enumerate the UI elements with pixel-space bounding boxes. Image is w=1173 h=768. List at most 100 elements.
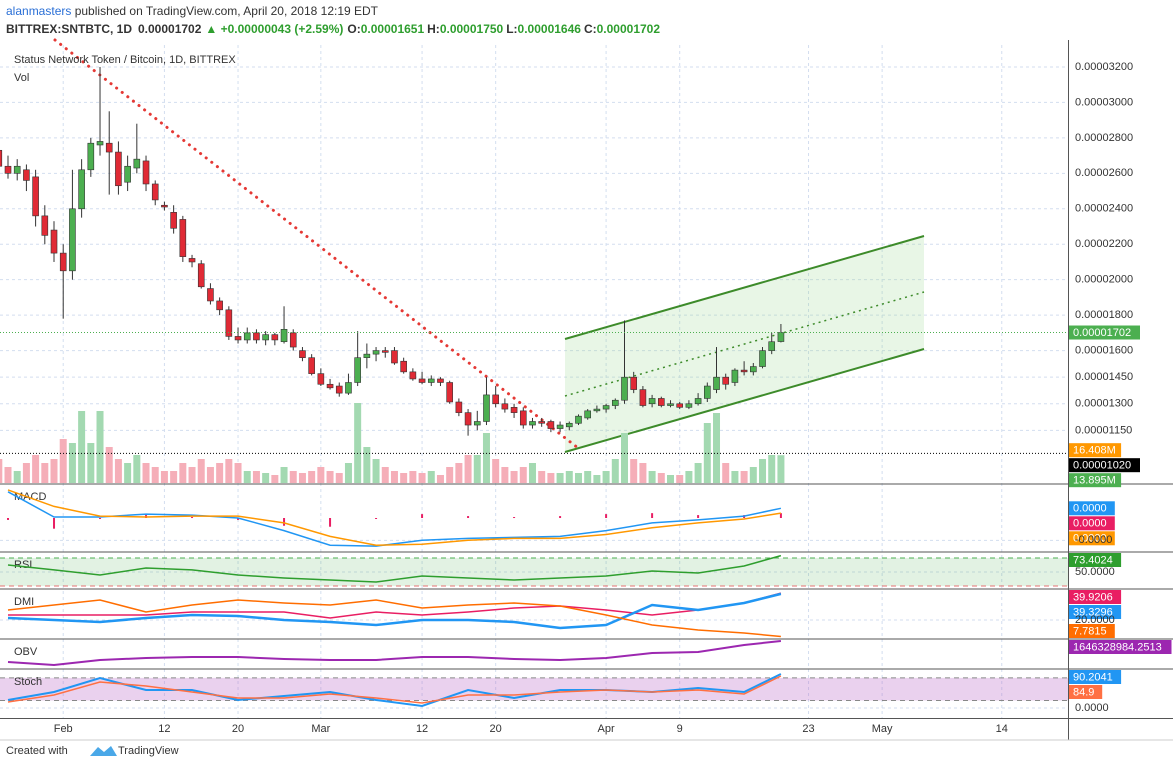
pane: DMI [7,592,782,638]
volume-bar [50,459,58,483]
price: 0.00001702 [138,22,202,36]
volume-bar [400,473,408,483]
candle-body [740,369,748,373]
volume-bar [528,463,536,483]
histogram-bar [697,515,700,518]
price-tag-label: 90.2041 [1073,671,1113,683]
price-tag [1069,325,1140,340]
volume-bar [427,471,435,483]
x-tick-label: 20 [232,723,244,735]
volume-bar [197,459,205,483]
pane-title: DMI [14,596,34,608]
candle-body [308,357,315,374]
x-tick-label: 12 [158,723,170,735]
volume-bar [133,455,141,483]
candle-body [69,208,76,272]
candle-body [32,176,39,217]
candle-body [234,336,242,341]
candle-body [483,394,490,422]
price-tag-label: 16.408M [1073,445,1116,457]
price-tag [1069,473,1122,488]
y-tick-label: 0.00002400 [1075,203,1133,215]
pane-title: RSI [14,559,32,571]
candle-body [473,421,481,426]
volume-bar [124,463,132,483]
candle-body [639,389,647,406]
volume-bar [216,463,224,483]
candle-body [197,263,205,288]
footer: Created with TradingView [6,745,179,757]
price-tag-label: 0.0000 [1073,503,1107,515]
candle-body [593,408,601,412]
candle-body [777,332,785,342]
histogram-bar [191,517,194,519]
candle-body [437,378,444,383]
level-band [0,557,1068,586]
candle-body [538,421,545,424]
x-tick-label: Mar [311,723,330,735]
volume-bar [657,473,665,483]
histogram-bar [237,518,240,520]
volume-bar [620,433,628,483]
volume-bar [749,467,757,483]
chart-title: Status Network Token / Bitcoin, 1D, BITT… [14,54,236,66]
candle-body [464,412,472,426]
volume-title: Vol [14,72,29,84]
volume-bar [538,471,546,483]
series-line [8,592,782,619]
price-tag-label: 73.4024 [1073,554,1113,566]
y-tick-label: 0.00003000 [1075,96,1133,108]
volume-bar [298,473,306,483]
volume-bar [344,463,352,483]
y-tick-label: 0.00001300 [1075,398,1133,410]
volume-bar [713,413,721,483]
y-tick-label: 0.00001150 [1075,424,1132,436]
y-tick-label: 0.00001800 [1075,309,1133,321]
volume-bar [354,403,362,483]
volume-bar [142,463,150,483]
x-tick-label: 9 [677,723,683,735]
candle-body [133,158,141,169]
y-tick-label: 0.00002000 [1075,274,1133,286]
volume-bar [234,463,242,483]
volume-bar [105,447,113,483]
series-line [7,554,782,583]
histogram-bar [53,518,56,529]
candle-body [750,366,757,373]
price-tag [1069,685,1103,699]
volume-bar [160,471,168,483]
price-tag-label: 0.00001702 [1073,327,1131,339]
volume-bar [565,471,573,483]
price-tag [1069,670,1122,684]
price-tag [1069,624,1115,638]
y-tick-label: 0.00001600 [1075,344,1133,356]
y-tick-label: 50.0000 [1075,566,1115,578]
candle-body [722,376,730,385]
price-tag-label: 1646328984.2513 [1073,641,1162,653]
candle-body [124,165,131,183]
price-tag [1069,531,1115,546]
author[interactable]: alanmasters [6,4,71,18]
histogram-bar [651,513,654,518]
volume-bar [280,467,288,483]
brand[interactable]: TradingView [118,745,179,757]
histogram-bar [99,518,102,519]
volume-bar [289,471,297,483]
volume-bar [630,459,638,483]
y-tick-label: 0.00002600 [1075,167,1133,179]
price-tag [1069,443,1122,458]
price-tag [1069,590,1122,604]
logo[interactable] [90,746,117,756]
candle-body [280,329,288,343]
candle-body [731,369,739,383]
histogram-bar [559,516,562,518]
tags: 0.00001702 16.408M 0.00001020 13.895M 0.0000… [1069,325,1172,699]
candle-body [207,288,214,302]
x-tick-label: 23 [802,723,814,735]
histogram-bar [605,514,608,518]
volume-bar [317,467,325,483]
candle-body [363,353,371,358]
candle-body [455,401,463,413]
series-line [7,592,782,630]
